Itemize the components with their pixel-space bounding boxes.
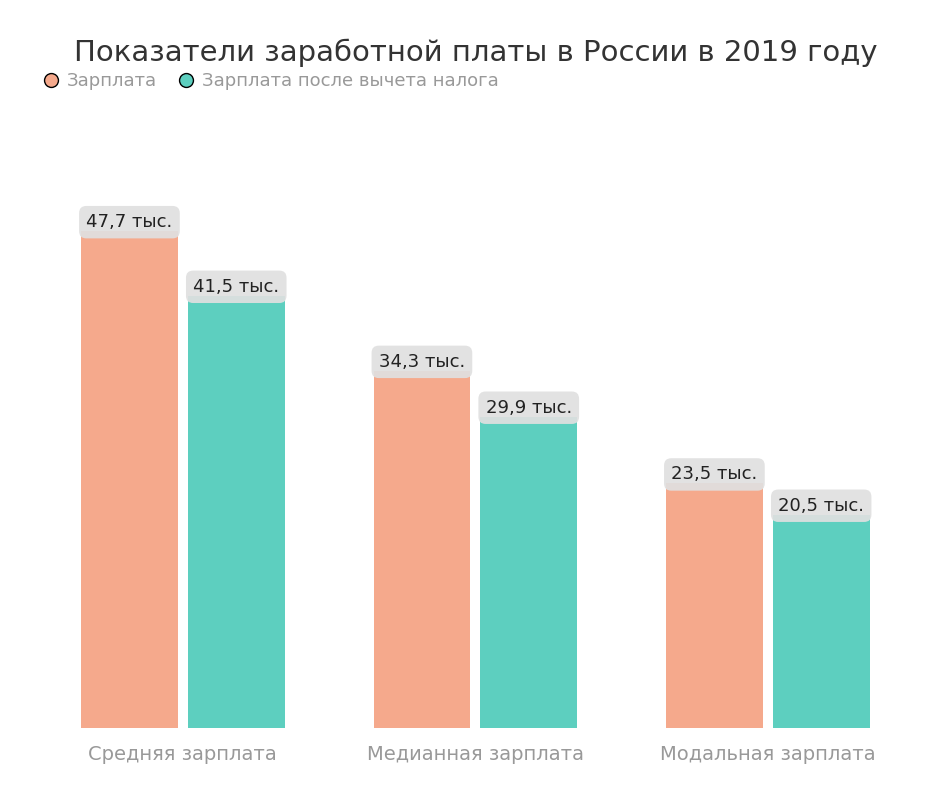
Bar bbox=[773, 514, 870, 728]
Text: 20,5 тыс.: 20,5 тыс. bbox=[778, 497, 864, 514]
Bar bbox=[666, 483, 762, 728]
Title: Показатели заработной платы в России в 2019 году: Показатели заработной платы в России в 2… bbox=[74, 39, 877, 68]
Legend: Зарплата, Зарплата после вычета налога: Зарплата, Зарплата после вычета налога bbox=[44, 72, 499, 91]
Bar bbox=[374, 370, 471, 728]
Text: 29,9 тыс.: 29,9 тыс. bbox=[486, 399, 572, 417]
Text: 41,5 тыс.: 41,5 тыс. bbox=[193, 277, 280, 296]
Text: 47,7 тыс.: 47,7 тыс. bbox=[87, 213, 172, 231]
Bar bbox=[188, 296, 284, 728]
Bar bbox=[480, 417, 577, 728]
Text: 34,3 тыс.: 34,3 тыс. bbox=[378, 353, 465, 370]
Bar bbox=[81, 231, 178, 728]
Text: 23,5 тыс.: 23,5 тыс. bbox=[671, 465, 758, 483]
